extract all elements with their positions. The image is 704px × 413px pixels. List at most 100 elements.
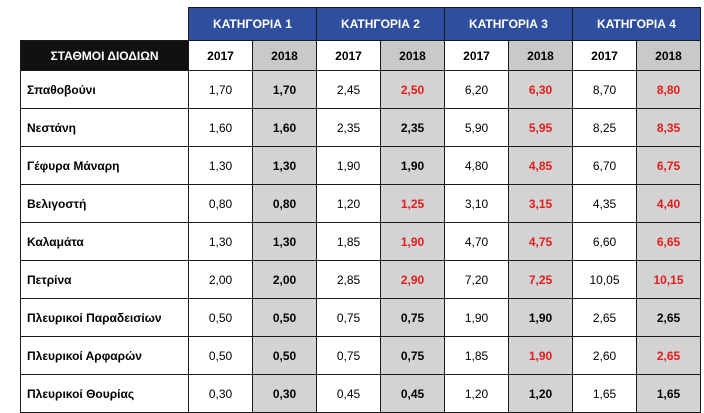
price-2017-cell: 4,70 (444, 222, 509, 261)
price-2017-cell: 5,90 (444, 108, 509, 147)
station-name: Πλευρικοί Παραδεισίων (20, 298, 189, 337)
station-name: Πλευρικοί Θουρίας (20, 374, 189, 413)
price-2018-cell: 6,30 (508, 70, 573, 109)
price-2017-cell: 0,75 (316, 336, 381, 375)
year-2017-header: 2017 (444, 40, 509, 71)
price-2017-cell: 0,80 (188, 184, 253, 223)
price-2017-cell: 0,50 (188, 336, 253, 375)
station-name: Πετρίνα (20, 260, 189, 299)
price-2018-cell: 1,30 (252, 146, 317, 185)
station-name: Καλαμάτα (20, 222, 189, 261)
station-name: Γέφυρα Μάναρη (20, 146, 189, 185)
toll-table-container: ΚΑΤΗΓΟΡΙΑ 1 ΚΑΤΗΓΟΡΙΑ 2 ΚΑΤΗΓΟΡΙΑ 3 ΚΑΤΗ… (20, 7, 701, 413)
price-2017-cell: 1,85 (444, 336, 509, 375)
price-2017-cell: 1,90 (444, 298, 509, 337)
price-2018-cell: 1,25 (380, 184, 445, 223)
year-2018-header: 2018 (380, 40, 445, 71)
price-2017-cell: 7,20 (444, 260, 509, 299)
category-1-header: ΚΑΤΗΓΟΡΙΑ 1 (188, 7, 317, 41)
station-name: Νεστάνη (20, 108, 189, 147)
price-2017-cell: 0,75 (316, 298, 381, 337)
year-2018-header: 2018 (508, 40, 573, 71)
price-2018-cell: 6,75 (636, 146, 701, 185)
price-2017-cell: 1,30 (188, 222, 253, 261)
table-row: Βελιγοστή 0,80 0,80 1,20 1,25 3,10 3,15 4,35 4,4… (20, 184, 701, 223)
station-name: Βελιγοστή (20, 184, 189, 223)
price-2018-cell: 1,90 (508, 298, 573, 337)
table-row: Νεστάνη 1,60 1,60 2,35 2,35 5,90 5,95 8,25 8,35 (20, 108, 701, 147)
year-2017-header: 2017 (188, 40, 253, 71)
table-row: Πλευρικοί Θουρίας 0,30 0,30 0,45 0,45 1,20 1,2… (20, 374, 701, 413)
price-2018-cell: 2,90 (380, 260, 445, 299)
price-2018-cell: 0,50 (252, 336, 317, 375)
toll-prices-table: ΚΑΤΗΓΟΡΙΑ 1 ΚΑΤΗΓΟΡΙΑ 2 ΚΑΤΗΓΟΡΙΑ 3 ΚΑΤΗ… (20, 7, 701, 413)
price-2017-cell: 8,70 (572, 70, 637, 109)
price-2017-cell: 1,20 (444, 374, 509, 413)
price-2018-cell: 3,15 (508, 184, 573, 223)
price-2018-cell: 7,25 (508, 260, 573, 299)
year-2018-header: 2018 (252, 40, 317, 71)
price-2018-cell: 4,75 (508, 222, 573, 261)
price-2017-cell: 6,70 (572, 146, 637, 185)
price-2017-cell: 4,35 (572, 184, 637, 223)
price-2018-cell: 2,35 (380, 108, 445, 147)
price-2018-cell: 4,85 (508, 146, 573, 185)
price-2017-cell: 4,80 (444, 146, 509, 185)
year-2017-header: 2017 (316, 40, 381, 71)
price-2018-cell: 1,60 (252, 108, 317, 147)
price-2017-cell: 0,30 (188, 374, 253, 413)
price-2018-cell: 6,65 (636, 222, 701, 261)
price-2017-cell: 0,50 (188, 298, 253, 337)
price-2017-cell: 2,65 (572, 298, 637, 337)
price-2017-cell: 6,60 (572, 222, 637, 261)
price-2017-cell: 8,25 (572, 108, 637, 147)
category-4-header: ΚΑΤΗΓΟΡΙΑ 4 (572, 7, 701, 41)
station-name: Σπαθοβούνι (20, 70, 189, 109)
price-2017-cell: 3,10 (444, 184, 509, 223)
price-2017-cell: 10,05 (572, 260, 637, 299)
price-2018-cell: 1,30 (252, 222, 317, 261)
price-2018-cell: 0,75 (380, 336, 445, 375)
year-header-row: ΣΤΑΘΜΟΙ ΔΙΟΔΙΩΝ 2017 2018 2017 2018 2017… (20, 40, 701, 71)
price-2018-cell: 1,90 (380, 146, 445, 185)
table-row: Γέφυρα Μάναρη 1,30 1,30 1,90 1,90 4,80 4,85 6,7… (20, 146, 701, 185)
price-2018-cell: 1,90 (380, 222, 445, 261)
station-column-header: ΣΤΑΘΜΟΙ ΔΙΟΔΙΩΝ (20, 40, 189, 71)
table-row: Πλευρικοί Αρφαρών 0,50 0,50 0,75 0,75 1,85 1,9… (20, 336, 701, 375)
table-row: Σπαθοβούνι 1,70 1,70 2,45 2,50 6,20 6,30 8,70 8,… (20, 70, 701, 109)
price-2017-cell: 1,30 (188, 146, 253, 185)
table-row: Πετρίνα 2,00 2,00 2,85 2,90 7,20 7,25 10,05 10,1… (20, 260, 701, 299)
year-2017-header: 2017 (572, 40, 637, 71)
price-2018-cell: 0,80 (252, 184, 317, 223)
price-2017-cell: 1,85 (316, 222, 381, 261)
price-2018-cell: 2,65 (636, 336, 701, 375)
price-2018-cell: 8,35 (636, 108, 701, 147)
category-3-header: ΚΑΤΗΓΟΡΙΑ 3 (444, 7, 573, 41)
table-row: Πλευρικοί Παραδεισίων 0,50 0,50 0,75 0,75 1,9… (20, 298, 701, 337)
price-2017-cell: 0,45 (316, 374, 381, 413)
price-2018-cell: 2,00 (252, 260, 317, 299)
price-2018-cell: 2,65 (636, 298, 701, 337)
category-2-header: ΚΑΤΗΓΟΡΙΑ 2 (316, 7, 445, 41)
price-2018-cell: 0,50 (252, 298, 317, 337)
price-2018-cell: 10,15 (636, 260, 701, 299)
station-name: Πλευρικοί Αρφαρών (20, 336, 189, 375)
corner-cell (21, 8, 189, 41)
price-2017-cell: 1,20 (316, 184, 381, 223)
year-2018-header: 2018 (636, 40, 701, 71)
price-2017-cell: 2,45 (316, 70, 381, 109)
price-2018-cell: 5,95 (508, 108, 573, 147)
price-2017-cell: 1,60 (188, 108, 253, 147)
table-row: Καλαμάτα 1,30 1,30 1,85 1,90 4,70 4,75 6,60 6,65 (20, 222, 701, 261)
price-2017-cell: 2,35 (316, 108, 381, 147)
price-2017-cell: 6,20 (444, 70, 509, 109)
price-2018-cell: 1,65 (636, 374, 701, 413)
price-2018-cell: 1,20 (508, 374, 573, 413)
price-2018-cell: 0,30 (252, 374, 317, 413)
price-2017-cell: 2,60 (572, 336, 637, 375)
table-body: Σπαθοβούνι 1,70 1,70 2,45 2,50 6,20 6,30 8,70 8,… (20, 70, 701, 413)
category-header-row: ΚΑΤΗΓΟΡΙΑ 1 ΚΑΤΗΓΟΡΙΑ 2 ΚΑΤΗΓΟΡΙΑ 3 ΚΑΤΗ… (21, 7, 701, 41)
price-2018-cell: 0,45 (380, 374, 445, 413)
price-2018-cell: 4,40 (636, 184, 701, 223)
price-2018-cell: 2,50 (380, 70, 445, 109)
